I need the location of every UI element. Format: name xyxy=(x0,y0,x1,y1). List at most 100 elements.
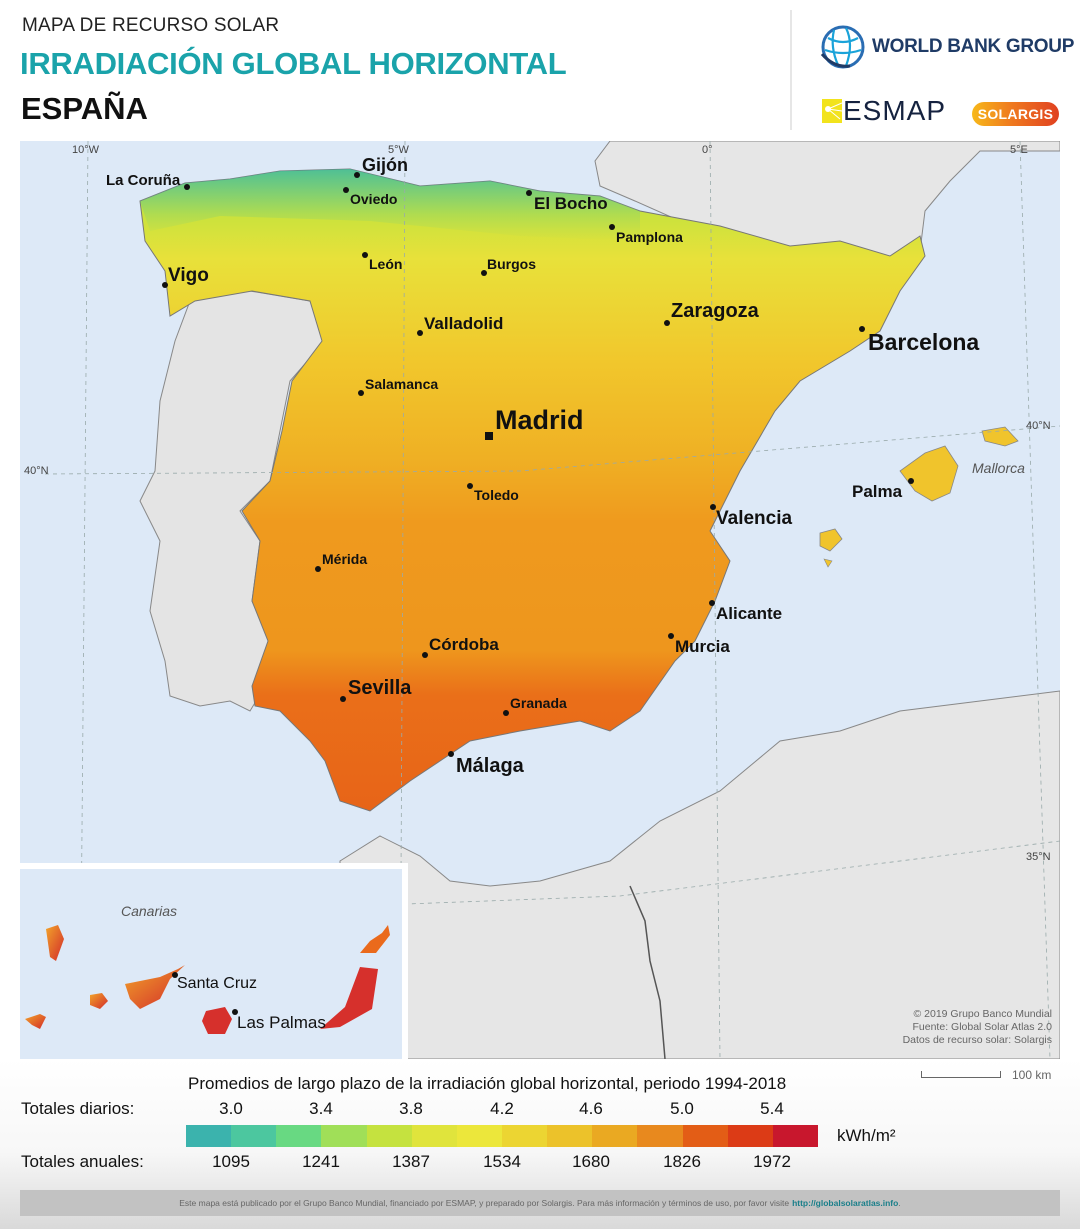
city-valencia: Valencia xyxy=(716,508,793,529)
footer-link[interactable]: http://globalsolaratlas.info xyxy=(792,1198,899,1208)
credit-copyright: © 2019 Grupo Banco Mundial xyxy=(913,1008,1053,1020)
daily-totals-label: Totales diarios: xyxy=(21,1099,135,1118)
capital-marker xyxy=(485,432,493,440)
city-dot xyxy=(417,330,423,336)
city-vigo: Vigo xyxy=(168,265,209,286)
footer-disclaimer: Este mapa está publicado por el Grupo Ba… xyxy=(20,1190,1060,1216)
annual-tick: 1826 xyxy=(663,1152,701,1171)
city-granada: Granada xyxy=(510,695,567,711)
region-mallorca: Mallorca xyxy=(972,460,1025,476)
esmap-logo: ESMAP xyxy=(822,95,947,126)
color-swatch xyxy=(592,1125,638,1147)
city-dot xyxy=(908,478,914,484)
daily-tick: 3.0 xyxy=(219,1099,243,1118)
city-dot xyxy=(315,566,321,572)
scale-bar-label: 100 km xyxy=(1012,1068,1052,1082)
legend-title: Promedios de largo plazo de la irradiaci… xyxy=(188,1074,787,1093)
city-dot xyxy=(232,1009,238,1015)
city-dot xyxy=(354,172,360,178)
esmap-text: ESMAP xyxy=(843,95,947,126)
city-dot xyxy=(503,710,509,716)
city-dot xyxy=(467,483,473,489)
annual-tick: 1534 xyxy=(483,1152,521,1171)
lon-label-10w: 10°W xyxy=(72,144,100,156)
city-toledo: Toledo xyxy=(474,487,519,503)
solar-map: 10°W 5°W 0° 5°E 40°N 40°N 35°N La Coruña… xyxy=(20,141,1060,1059)
daily-tick: 5.0 xyxy=(670,1099,694,1118)
city-santa-cruz: Santa Cruz xyxy=(177,975,258,992)
city-dot xyxy=(172,972,178,978)
map-canvas xyxy=(44,141,1060,1059)
city-oviedo: Oviedo xyxy=(350,191,398,207)
city-dot xyxy=(481,270,487,276)
city-dot xyxy=(422,652,428,658)
city-dot xyxy=(340,696,346,702)
annual-tick: 1387 xyxy=(392,1152,430,1171)
canarias-canvas xyxy=(25,925,390,1034)
color-swatch xyxy=(321,1125,367,1147)
city-pamplona: Pamplona xyxy=(616,229,683,245)
region-canarias: Canarias xyxy=(121,903,178,919)
africa-land xyxy=(339,690,1060,1059)
color-swatch xyxy=(682,1125,728,1147)
city-dot xyxy=(362,252,368,258)
city-cordoba: Córdoba xyxy=(429,635,499,654)
city-malaga: Málaga xyxy=(456,755,524,777)
city-valladolid: Valladolid xyxy=(424,314,504,333)
spain-land xyxy=(139,168,926,812)
solargis-logo: SOLARGIS xyxy=(972,102,1059,126)
city-zaragoza: Zaragoza xyxy=(671,300,759,322)
daily-tick: 4.6 xyxy=(579,1099,603,1118)
color-swatch xyxy=(727,1125,773,1147)
country-title: ESPAÑA xyxy=(21,91,148,126)
globe-icon xyxy=(820,25,865,69)
color-swatch xyxy=(501,1125,548,1147)
lon-label-5w: 5°W xyxy=(388,144,409,156)
map-credits: © 2019 Grupo Banco Mundial Fuente: Globa… xyxy=(903,1008,1052,1047)
city-dot xyxy=(448,751,454,757)
footer-trail: . xyxy=(898,1198,901,1208)
city-madrid: Madrid xyxy=(495,405,584,435)
annual-totals-label: Totales anuales: xyxy=(21,1152,144,1171)
color-swatch xyxy=(276,1125,322,1147)
lat-label-35n: 35°N xyxy=(1026,851,1051,863)
city-murcia: Murcia xyxy=(675,637,730,656)
world-bank-logo: WORLD BANK GROUP xyxy=(820,24,1074,70)
city-alicante: Alicante xyxy=(716,604,783,623)
color-swatch xyxy=(456,1125,502,1147)
city-palma: Palma xyxy=(852,482,903,501)
lon-label-0: 0° xyxy=(702,144,713,156)
city-dot xyxy=(609,224,615,230)
graticule xyxy=(44,141,1060,1059)
daily-tick: 5.4 xyxy=(760,1099,784,1118)
city-dot xyxy=(526,190,532,196)
city-la-coruna: La Coruña xyxy=(106,172,181,189)
mallorca-island xyxy=(899,445,959,502)
daily-tick: 4.2 xyxy=(490,1099,514,1118)
border-line xyxy=(629,885,666,1059)
la-gomera-island xyxy=(90,993,108,1009)
color-swatch xyxy=(411,1125,457,1147)
legend: Promedios de largo plazo de la irradiaci… xyxy=(0,1059,1080,1229)
ibiza-island xyxy=(819,528,843,552)
city-el-bocho: El Bocho xyxy=(534,194,608,213)
color-swatch xyxy=(186,1125,232,1147)
sun-icon xyxy=(822,99,843,123)
city-dot xyxy=(710,504,716,510)
annual-tick: 1972 xyxy=(753,1152,791,1171)
city-dot xyxy=(343,187,349,193)
credit-data: Datos de recurso solar: Solargis xyxy=(902,1034,1052,1046)
world-bank-text: WORLD BANK GROUP xyxy=(872,36,1075,57)
color-swatch xyxy=(637,1125,683,1147)
color-swatch xyxy=(547,1125,593,1147)
color-swatch xyxy=(772,1125,818,1147)
daily-tick: 3.8 xyxy=(399,1099,423,1118)
map-kicker: MAPA DE RECURSO SOLAR xyxy=(22,15,280,36)
annual-tick: 1680 xyxy=(572,1152,610,1171)
city-leon: León xyxy=(369,256,403,272)
city-burgos: Burgos xyxy=(487,256,536,272)
annual-tick: 1095 xyxy=(212,1152,250,1171)
city-dot xyxy=(859,326,865,332)
lon-label-5e: 5°E xyxy=(1010,144,1028,156)
lat-label-40n-west: 40°N xyxy=(24,465,49,477)
